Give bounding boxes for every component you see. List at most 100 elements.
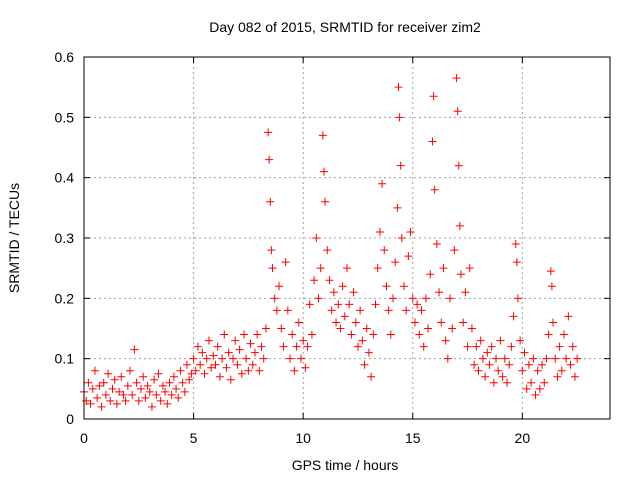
data-point <box>509 312 518 321</box>
data-point <box>549 318 558 327</box>
data-point <box>542 354 551 363</box>
data-point <box>229 354 238 363</box>
data-point <box>351 318 360 327</box>
data-point <box>413 300 422 309</box>
data-point <box>272 306 281 315</box>
data-point <box>512 258 521 267</box>
data-point <box>527 378 536 387</box>
data-point <box>476 336 485 345</box>
data-point <box>163 399 172 408</box>
data-point <box>373 264 382 273</box>
data-point <box>402 306 411 315</box>
data-point <box>487 342 496 351</box>
data-point <box>470 360 479 369</box>
data-point <box>90 366 99 375</box>
data-point <box>492 354 501 363</box>
data-point <box>99 378 108 387</box>
data-point <box>437 318 446 327</box>
data-point <box>323 246 332 255</box>
data-point <box>367 372 376 381</box>
data-point <box>172 384 181 393</box>
y-tick-label: 0 <box>66 411 74 427</box>
data-point <box>380 246 389 255</box>
data-point <box>104 369 113 378</box>
data-point <box>485 360 494 369</box>
data-point <box>283 306 292 315</box>
data-point <box>347 330 356 339</box>
data-point <box>189 354 198 363</box>
data-point <box>441 336 450 345</box>
data-point <box>242 354 251 363</box>
data-point <box>167 390 176 399</box>
data-point <box>568 342 577 351</box>
data-point <box>410 318 419 327</box>
data-point <box>119 390 128 399</box>
data-point <box>253 330 262 339</box>
data-point <box>255 366 264 375</box>
data-point <box>529 354 538 363</box>
data-point <box>267 246 276 255</box>
data-point <box>261 324 270 333</box>
data-point <box>432 240 441 249</box>
data-point <box>371 300 380 309</box>
chart-title: Day 082 of 2015, SRMTID for receiver zim… <box>209 19 481 35</box>
data-point <box>450 246 459 255</box>
data-point <box>319 167 328 176</box>
data-point <box>332 318 341 327</box>
data-point <box>415 330 424 339</box>
data-point <box>426 270 435 279</box>
data-point <box>307 330 316 339</box>
data-point <box>472 342 481 351</box>
data-point <box>224 348 233 357</box>
data-point <box>535 384 544 393</box>
data-point <box>152 390 161 399</box>
data-point <box>353 342 362 351</box>
data-point <box>169 372 178 381</box>
data-point <box>101 390 110 399</box>
data-point <box>540 378 549 387</box>
y-tick-label: 0.4 <box>55 170 75 186</box>
data-point <box>202 354 211 363</box>
data-point <box>143 381 152 390</box>
data-point <box>474 366 483 375</box>
data-point <box>200 369 209 378</box>
data-point <box>176 366 185 375</box>
data-point <box>180 387 189 396</box>
data-point <box>555 342 564 351</box>
data-point <box>417 306 426 315</box>
data-point <box>299 336 308 345</box>
data-point <box>443 354 452 363</box>
data-point <box>483 348 492 357</box>
data-point <box>454 161 463 170</box>
data-point <box>520 348 529 357</box>
data-point <box>453 107 462 116</box>
data-point <box>345 300 354 309</box>
data-point <box>397 234 406 242</box>
data-point <box>294 318 303 327</box>
data-point <box>209 351 218 360</box>
data-point <box>481 372 490 381</box>
data-point <box>136 384 145 393</box>
data-point <box>399 282 408 291</box>
data-point <box>207 363 216 372</box>
x-tick-label: 10 <box>295 430 311 446</box>
data-point <box>463 342 472 351</box>
data-point <box>465 264 474 273</box>
data-point <box>564 312 573 321</box>
data-point <box>123 381 132 390</box>
data-point <box>108 384 117 393</box>
data-point <box>150 375 159 384</box>
data-point <box>222 363 231 372</box>
data-point <box>511 240 520 249</box>
data-point <box>429 92 438 101</box>
data-point <box>117 372 126 381</box>
data-point <box>430 185 439 194</box>
data-point <box>494 366 503 375</box>
data-point <box>93 393 102 402</box>
data-point <box>248 360 257 369</box>
data-point <box>106 396 115 405</box>
data-point <box>461 288 470 297</box>
data-point <box>259 354 268 363</box>
